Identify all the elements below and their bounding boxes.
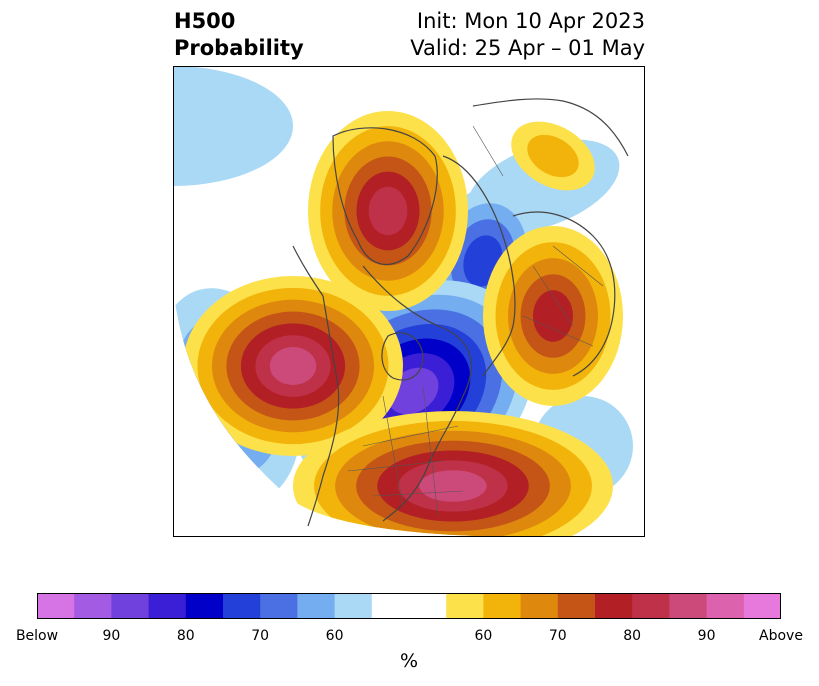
- forecast-dates: Init: Mon 10 Apr 2023 Valid: 25 Apr – 01…: [410, 8, 645, 62]
- contour-level: [368, 186, 408, 236]
- colorbar-cell: [743, 593, 781, 619]
- colorbar-cell: [409, 593, 447, 619]
- title-variable: H500: [174, 9, 236, 33]
- colorbar-cell: [260, 593, 298, 619]
- contour-level: [173, 66, 293, 186]
- colorbar-cell: [371, 593, 410, 619]
- colorbar-cell: [334, 593, 373, 619]
- north-america-east-coast: [362, 265, 472, 522]
- colorbar-tick-label: 80: [176, 628, 195, 644]
- colorbar-cell: [483, 593, 522, 619]
- colorbar-cell: [74, 593, 112, 619]
- contour-level: [269, 347, 317, 385]
- contour-level: [419, 470, 487, 502]
- colorbar-cell: [446, 593, 484, 619]
- above-normal-region: [483, 226, 623, 406]
- colorbar-cell: [185, 593, 224, 619]
- probability-field: [173, 66, 633, 537]
- below-normal-region: [173, 66, 293, 186]
- greenland-coast: [332, 127, 438, 265]
- colorbar-frame: [37, 593, 781, 619]
- above-normal-region: [511, 121, 595, 191]
- colorbar-tick-label: Above: [759, 628, 803, 644]
- colorbar-cell: [632, 593, 670, 619]
- title-quantity: Probability: [174, 36, 304, 60]
- contour-level: [533, 290, 573, 342]
- colorbar-cell: [297, 593, 336, 619]
- siberia-coast: [472, 98, 629, 157]
- colorbar-tick-label: Below: [15, 628, 59, 644]
- colorbar-cell: [223, 593, 261, 619]
- coastlines: [292, 98, 629, 527]
- colorbar-cell: [706, 593, 745, 619]
- colorbar-cell: [520, 593, 559, 619]
- europe-coast: [512, 211, 616, 377]
- eurasia-north-coast: [442, 155, 516, 377]
- above-normal-region: [293, 411, 613, 537]
- colorbar-tick-label: 80: [623, 628, 642, 644]
- colorbar-tick-label: 60: [325, 628, 344, 644]
- map-frame: [173, 66, 645, 537]
- init-date: Init: Mon 10 Apr 2023: [416, 9, 645, 33]
- colorbar: [37, 593, 781, 619]
- above-normal-region: [183, 276, 403, 456]
- colorbar-unit: %: [399, 650, 419, 672]
- hudson-bay: [381, 332, 424, 381]
- above-normal-region: [308, 111, 468, 311]
- colorbar-tick-label: 70: [548, 628, 567, 644]
- colorbar-cell: [148, 593, 187, 619]
- colorbar-tick-label: 90: [102, 628, 121, 644]
- valid-period: Valid: 25 Apr – 01 May: [410, 36, 645, 60]
- borders: [347, 125, 604, 517]
- colorbar-tick-label: 90: [697, 628, 716, 644]
- colorbar-cell: [37, 593, 75, 619]
- colorbar-cell: [557, 593, 596, 619]
- alaska-coast: [292, 245, 324, 297]
- colorbar-cell: [669, 593, 708, 619]
- colorbar-tick-label: 70: [251, 628, 270, 644]
- chart-title: H500 Probability: [174, 8, 304, 62]
- colorbar-cell: [595, 593, 633, 619]
- colorbar-cell: [111, 593, 150, 619]
- contour-level: [527, 134, 579, 178]
- north-america-west-coast: [307, 295, 340, 527]
- probability-map: [173, 66, 645, 537]
- colorbar-tick-label: 60: [474, 628, 493, 644]
